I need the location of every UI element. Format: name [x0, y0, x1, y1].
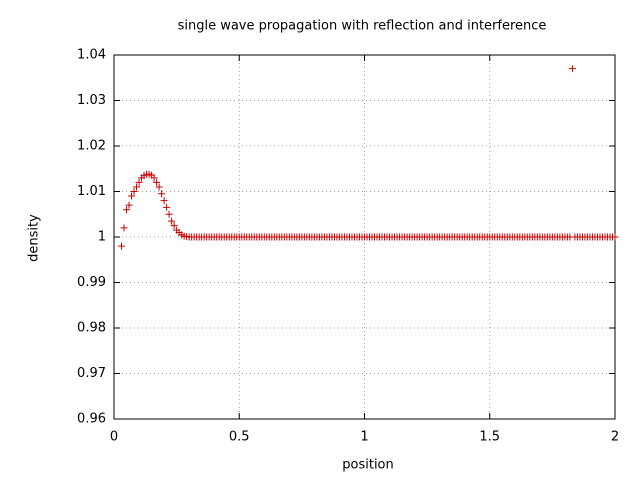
point — [153, 178, 161, 186]
point — [158, 190, 166, 198]
y-tick-label: 0.98 — [77, 321, 106, 336]
y-axis-label: density — [27, 214, 42, 262]
x-tick-label: 0.5 — [229, 430, 250, 445]
point — [123, 206, 131, 214]
point — [168, 217, 176, 225]
point — [611, 233, 619, 241]
point — [125, 201, 133, 209]
point — [130, 188, 138, 195]
x-tick-label: 2 — [611, 430, 619, 445]
point — [163, 203, 171, 211]
point — [135, 178, 143, 186]
y-tick-label: 1.01 — [77, 184, 106, 199]
x-axis-label: position — [342, 458, 394, 473]
y-tick-label: 1 — [98, 230, 106, 245]
point — [170, 222, 178, 230]
y-tick-label: 1.02 — [77, 139, 106, 154]
y-tick-label: 1.03 — [77, 93, 106, 108]
x-tick-label: 0 — [110, 430, 118, 445]
y-tick-label: 1.04 — [77, 48, 106, 63]
point — [165, 210, 173, 218]
point — [118, 242, 126, 250]
y-tick-label: 0.97 — [77, 366, 106, 381]
point — [568, 65, 576, 73]
point — [150, 174, 158, 182]
point — [120, 224, 128, 232]
point — [128, 192, 136, 200]
point — [133, 183, 141, 191]
y-tick-label: 0.99 — [77, 275, 106, 290]
x-tick-label: 1.5 — [479, 430, 500, 445]
chart-title: single wave propagation with reflection … — [178, 19, 547, 34]
point — [155, 183, 163, 191]
y-tick-label: 0.96 — [77, 412, 106, 427]
point — [160, 197, 168, 205]
x-tick-label: 1 — [360, 430, 368, 445]
